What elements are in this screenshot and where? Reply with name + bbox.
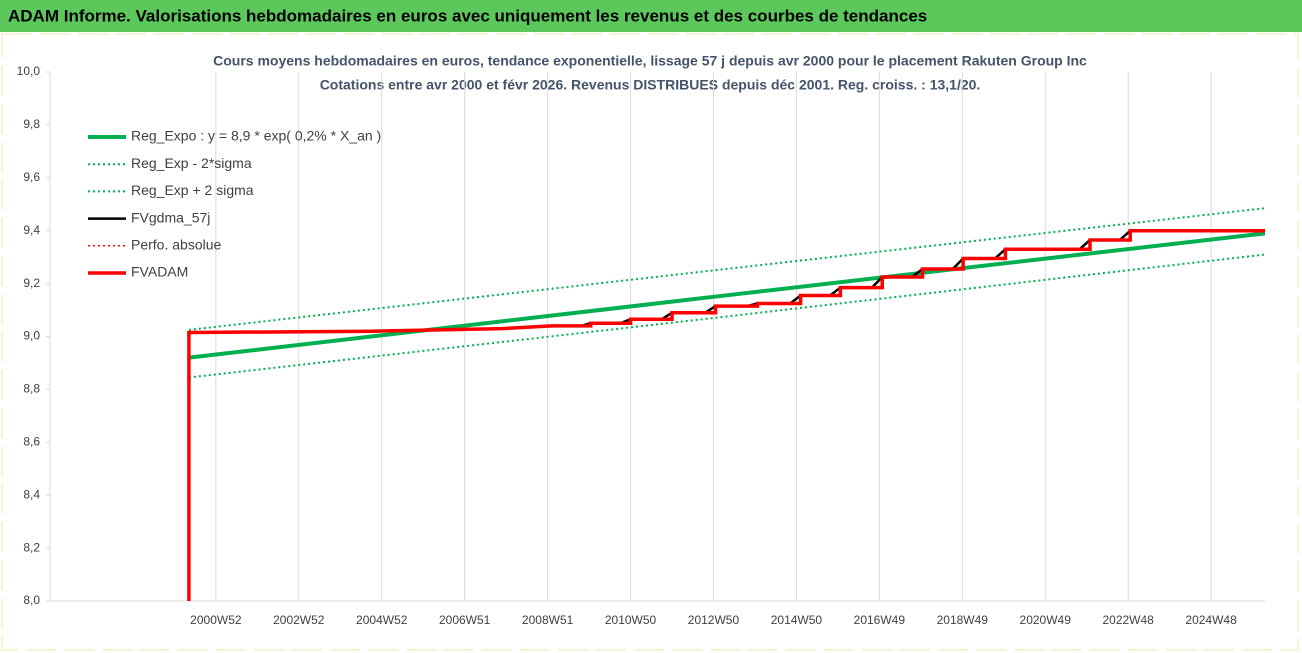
x-tick-label: 2006W51 <box>439 613 491 627</box>
legend-label: Perfo. absolue <box>131 237 221 253</box>
x-tick-label: 2012W50 <box>688 613 740 627</box>
x-tick-label: 2002W52 <box>273 613 325 627</box>
legend-label: Reg_Exp - 2*sigma <box>131 155 252 171</box>
y-tick-label: 9,4 <box>23 223 40 237</box>
y-tick-label: 9,6 <box>23 170 40 184</box>
chart-border <box>1 33 1299 651</box>
series-line <box>188 231 1266 360</box>
y-tick-label: 8,0 <box>23 593 40 607</box>
series-line <box>188 207 1266 331</box>
x-tick-label: 2024W48 <box>1185 613 1237 627</box>
chart-subtitle: Cotations entre avr 2000 et févr 2026. R… <box>320 77 981 93</box>
y-tick-label: 9,8 <box>23 117 40 131</box>
y-tick-label: 8,4 <box>23 487 40 501</box>
legend-label: Reg_Exp + 2 sigma <box>131 182 254 198</box>
legend-label: Reg_Expo : y = 8,9 * exp( 0,2% * X_an ) <box>131 128 381 144</box>
x-tick-label: 2022W48 <box>1102 613 1154 627</box>
x-tick-label: 2000W52 <box>190 613 242 627</box>
y-tick-label: 9,0 <box>23 329 40 343</box>
y-tick-label: 8,2 <box>23 540 40 554</box>
series-line <box>187 228 1265 601</box>
x-tick-label: 2004W52 <box>356 613 408 627</box>
x-tick-label: 2008W51 <box>522 613 574 627</box>
legend-label: FVgdma_57j <box>131 209 210 225</box>
series-line <box>188 253 1266 379</box>
series-line <box>187 229 1265 601</box>
chart-subtitle: Cours moyens hebdomadaires en euros, ten… <box>213 53 1087 69</box>
x-tick-label: 2020W49 <box>1020 613 1072 627</box>
x-tick-label: 2016W49 <box>854 613 906 627</box>
series-line <box>188 229 1265 601</box>
header-title: ADAM Informe. Valorisations hebdomadaire… <box>8 6 927 25</box>
x-tick-label: 2010W50 <box>605 613 657 627</box>
y-tick-label: 8,6 <box>23 434 40 448</box>
x-tick-label: 2014W50 <box>771 613 823 627</box>
y-tick-label: 9,2 <box>23 276 40 290</box>
y-tick-label: 10,0 <box>17 64 41 78</box>
y-tick-label: 8,8 <box>23 382 40 396</box>
header-bar <box>0 0 1302 32</box>
legend-label: FVADAM <box>131 264 188 280</box>
x-tick-label: 2018W49 <box>937 613 989 627</box>
